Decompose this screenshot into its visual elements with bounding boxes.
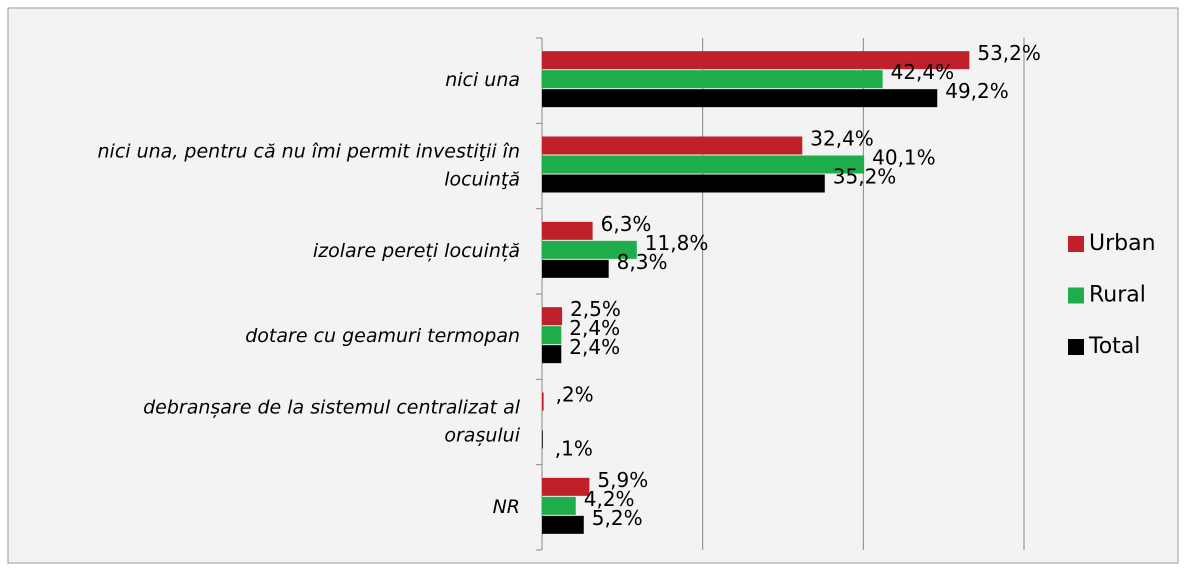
bar bbox=[542, 259, 609, 278]
bar bbox=[542, 155, 865, 174]
bar bbox=[542, 430, 543, 449]
bar bbox=[542, 89, 938, 108]
category-label: dotare cu geamuri termopan bbox=[245, 325, 520, 347]
value-label: ,2% bbox=[556, 383, 594, 407]
bar bbox=[542, 496, 576, 515]
value-label: 32,4% bbox=[810, 127, 874, 151]
bar bbox=[542, 174, 825, 193]
category-label: izolare pereți locuință bbox=[313, 240, 520, 262]
value-label: 53,2% bbox=[977, 41, 1041, 65]
value-label: 5,2% bbox=[592, 506, 643, 530]
value-label: 40,1% bbox=[872, 146, 936, 170]
legend-label: Rural bbox=[1089, 283, 1146, 308]
value-label: ,1% bbox=[555, 437, 593, 461]
bar bbox=[542, 477, 590, 496]
category-label: orașului bbox=[444, 425, 520, 447]
value-label: 4,2% bbox=[584, 487, 635, 511]
value-label: 11,8% bbox=[645, 231, 709, 255]
value-label: 2,5% bbox=[570, 297, 621, 321]
value-label: 6,3% bbox=[601, 212, 652, 236]
bar bbox=[542, 221, 593, 240]
category-label: debranșare de la sistemul centralizat al bbox=[143, 397, 521, 419]
bar bbox=[542, 392, 544, 411]
category-label: NR bbox=[493, 496, 520, 518]
value-label: 35,2% bbox=[833, 165, 897, 189]
legend-swatch bbox=[1068, 287, 1084, 304]
category-label: nici una bbox=[445, 69, 520, 91]
bar bbox=[542, 70, 883, 89]
bar bbox=[542, 345, 562, 364]
value-label: 2,4% bbox=[569, 335, 620, 359]
bar bbox=[542, 326, 562, 345]
value-label: 2,4% bbox=[569, 316, 620, 340]
value-label: 42,4% bbox=[891, 60, 955, 84]
category-label: locuinţă bbox=[444, 169, 520, 191]
value-label: 5,9% bbox=[597, 468, 648, 492]
legend-swatch bbox=[1068, 339, 1084, 355]
legend-label: Total bbox=[1088, 334, 1140, 359]
bar bbox=[542, 240, 637, 259]
bar bbox=[542, 51, 970, 70]
category-label: nici una, pentru că nu îmi permit invest… bbox=[98, 141, 520, 163]
value-label: 49,2% bbox=[945, 79, 1009, 103]
bar bbox=[542, 307, 563, 326]
value-label: 8,3% bbox=[617, 250, 668, 274]
legend-label: Urban bbox=[1089, 231, 1156, 256]
bar bbox=[542, 515, 584, 534]
legend-swatch bbox=[1068, 236, 1084, 252]
bar bbox=[542, 136, 803, 155]
